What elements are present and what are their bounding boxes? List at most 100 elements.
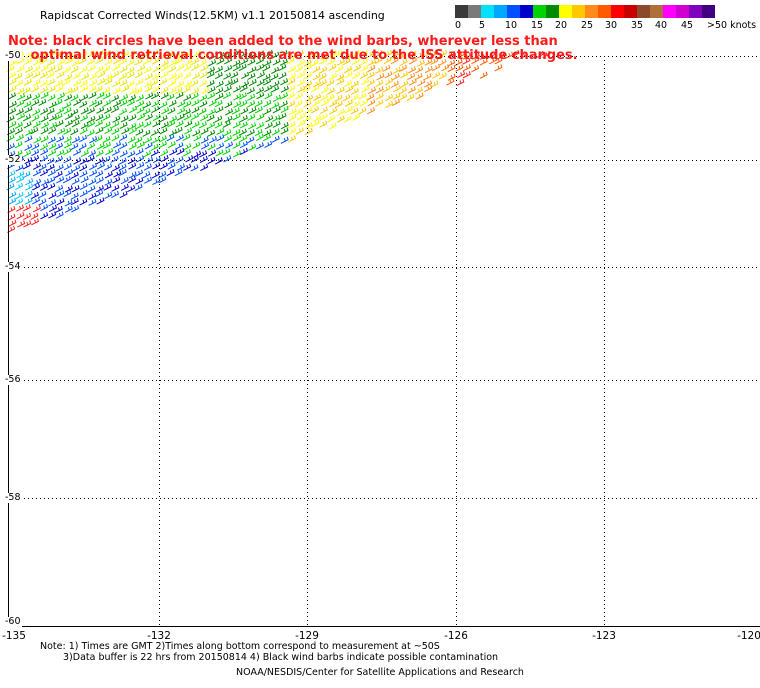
wind-barb	[22, 114, 31, 122]
wind-barb	[143, 101, 152, 109]
wind-barb	[200, 64, 209, 72]
wind-barb	[505, 51, 514, 59]
wind-barb	[102, 135, 111, 144]
wind-barb	[191, 99, 200, 107]
wind-barb	[40, 121, 49, 129]
wind-barb	[352, 64, 361, 72]
wind-barb	[127, 50, 136, 58]
wind-barb	[199, 79, 208, 88]
wind-barb	[151, 92, 160, 100]
wind-barb	[287, 65, 297, 73]
wind-barb	[64, 119, 73, 128]
wind-barb	[113, 141, 122, 149]
wind-barb	[111, 134, 120, 142]
wind-barb	[47, 85, 56, 94]
wind-barb	[23, 78, 32, 86]
wind-barb	[367, 99, 376, 107]
wind-barb	[25, 128, 34, 136]
wind-barb	[23, 57, 32, 65]
wind-barb	[39, 143, 48, 151]
wind-barb	[222, 91, 231, 100]
wind-barb	[416, 59, 425, 67]
wind-barb	[399, 58, 408, 66]
wind-barb	[375, 66, 384, 74]
wind-barb	[430, 80, 439, 88]
attitude-warning-line-1: Note: black circles have been added to t…	[8, 34, 558, 49]
wind-barb	[14, 121, 23, 129]
wind-barb	[344, 106, 353, 114]
wind-barb	[119, 142, 128, 150]
wind-barb	[183, 113, 192, 121]
wind-barb	[79, 127, 88, 135]
wind-barb	[160, 64, 169, 72]
wind-barb	[112, 87, 121, 95]
wind-barb	[326, 79, 335, 87]
wind-barb	[46, 157, 55, 165]
wind-barb	[55, 50, 64, 58]
wind-barb	[56, 190, 65, 198]
wind-barb	[471, 56, 480, 65]
wind-barb	[150, 49, 159, 58]
wind-barb	[70, 171, 79, 179]
wind-barb	[471, 65, 480, 73]
wind-barb	[199, 71, 208, 79]
wind-barb	[6, 64, 15, 73]
wind-barb	[198, 121, 207, 129]
wind-barb	[169, 148, 178, 156]
wind-barb	[247, 51, 256, 60]
wind-barb	[519, 51, 528, 59]
wind-barb	[49, 121, 58, 130]
wind-barb	[38, 51, 47, 59]
wind-barb	[200, 127, 209, 135]
wind-barb	[207, 129, 216, 137]
wind-barb	[201, 142, 210, 150]
wind-barb	[96, 91, 105, 100]
wind-barb	[158, 140, 167, 148]
wind-barb	[22, 162, 31, 170]
wind-barb	[79, 164, 88, 172]
wind-barb	[63, 127, 72, 135]
wind-barb	[89, 169, 98, 177]
wind-barb	[207, 143, 216, 151]
wind-barb	[33, 178, 42, 186]
wind-barb	[230, 78, 239, 86]
wind-barb	[447, 73, 456, 81]
wind-barb	[200, 163, 209, 172]
wind-barb	[328, 50, 337, 58]
wind-barb	[62, 78, 71, 86]
wind-barb	[208, 59, 217, 67]
wind-barb	[263, 129, 272, 137]
wind-barb	[70, 128, 79, 136]
wind-barb	[32, 65, 41, 73]
wind-barb	[214, 71, 223, 80]
wind-barb	[15, 191, 24, 200]
wind-barb	[151, 85, 160, 93]
wind-barb	[160, 86, 169, 94]
wind-barb	[40, 212, 49, 220]
wind-barb	[375, 92, 384, 100]
wind-barb	[407, 86, 416, 94]
wind-barb	[454, 58, 463, 66]
wind-barb	[79, 66, 88, 74]
wind-barb	[246, 129, 255, 137]
wind-barb	[96, 142, 105, 150]
wind-barb	[336, 86, 345, 95]
wind-barb	[6, 128, 16, 136]
wind-barb	[302, 115, 311, 123]
wind-barb	[385, 93, 394, 102]
wind-barb	[30, 85, 39, 93]
wind-barb	[158, 171, 167, 179]
wind-barb	[225, 141, 234, 149]
wind-barb	[256, 50, 265, 58]
wind-barb	[24, 65, 33, 73]
wind-barb	[143, 120, 152, 128]
wind-barb	[223, 155, 232, 163]
wind-barb	[71, 114, 80, 123]
wind-barb	[222, 148, 231, 156]
wind-barb	[120, 115, 129, 123]
wind-barb	[239, 115, 248, 123]
scale-label: 20	[555, 20, 568, 31]
wind-barb	[366, 50, 376, 58]
wind-barb	[297, 71, 306, 79]
wind-barb	[183, 64, 192, 72]
